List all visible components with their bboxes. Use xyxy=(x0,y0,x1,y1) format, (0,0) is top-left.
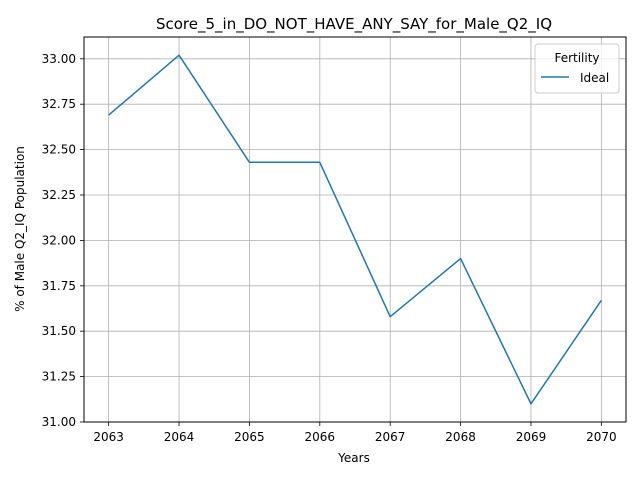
x-tick-label: 2063 xyxy=(93,430,124,444)
legend: Fertility Ideal xyxy=(534,43,620,94)
y-tick-label: 31.00 xyxy=(42,415,76,429)
y-tick-label: 32.75 xyxy=(42,97,76,111)
y-tick-label: 31.50 xyxy=(42,324,76,338)
y-tick-label: 31.75 xyxy=(42,279,76,293)
x-axis-label: Years xyxy=(337,451,370,465)
y-tick-label: 33.00 xyxy=(42,52,76,66)
legend-entry-ideal: Ideal xyxy=(580,71,609,85)
x-tick-label: 2067 xyxy=(375,430,406,444)
x-tick-label: 2068 xyxy=(445,430,476,444)
y-tick-label: 31.25 xyxy=(42,370,76,384)
series-layer xyxy=(108,54,602,405)
y-tick-label: 32.50 xyxy=(42,143,76,157)
x-tick-label: 2070 xyxy=(586,430,617,444)
y-axis-ticks: 31.00 31.25 31.50 31.75 32.00 32.25 32.50 32.75… xyxy=(42,52,84,429)
legend-title: Fertility xyxy=(554,51,599,65)
legend-box xyxy=(534,43,620,94)
x-tick-label: 2065 xyxy=(234,430,265,444)
x-tick-label: 2064 xyxy=(164,430,195,444)
y-tick-label: 32.25 xyxy=(42,188,76,202)
chart-title: Score_5_in_DO_NOT_HAVE_ANY_SAY_for_Male_… xyxy=(156,15,552,34)
y-tick-label: 32.00 xyxy=(42,233,76,247)
y-axis-label: % of Male Q2_IQ Population xyxy=(13,146,27,312)
x-tick-label: 2066 xyxy=(305,430,336,444)
grid xyxy=(84,37,626,423)
plot-frame xyxy=(83,36,627,423)
series-line-ideal xyxy=(108,54,602,405)
x-axis-ticks: 2063 2064 2065 2066 2067 2068 2069 2070 xyxy=(93,422,617,444)
x-tick-label: 2069 xyxy=(516,430,547,444)
